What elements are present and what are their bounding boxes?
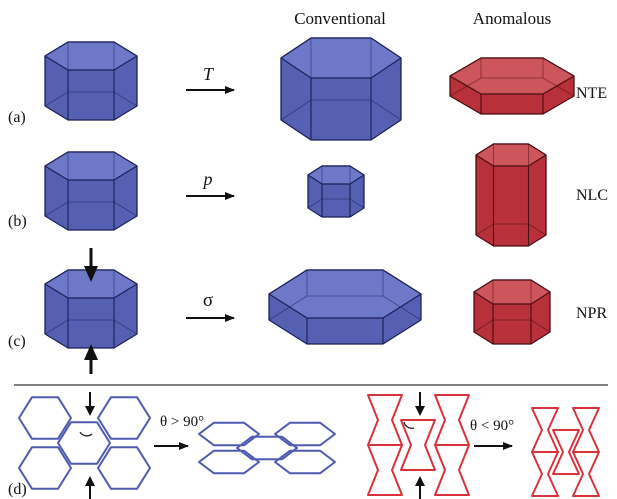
- honeycomb-cell: [274, 421, 336, 447]
- reentrant-cell: [434, 444, 470, 496]
- property-label-b: NLC: [576, 187, 608, 204]
- prism-b-anomalous: [475, 143, 547, 247]
- compression-arrow-top: [84, 248, 98, 282]
- angle-label-conventional: θ > 90°: [160, 414, 204, 430]
- reentrant-anomalous: [367, 394, 470, 496]
- prism-b-conventional: [307, 165, 365, 218]
- row-a-label: (a): [8, 109, 26, 126]
- force-arrow-down-right: [415, 392, 425, 416]
- header-anomalous: Anomalous: [473, 9, 551, 28]
- reentrant-compressed: [531, 407, 600, 497]
- reentrant-cell: [400, 419, 436, 471]
- prism-group: [44, 37, 575, 349]
- honeycomb-cell: [18, 396, 72, 440]
- stimulus-label-a: T: [203, 64, 215, 84]
- honeycomb-cell: [198, 449, 260, 475]
- property-label-a: NTE: [576, 85, 607, 102]
- reentrant-cell: [531, 451, 559, 497]
- row-d-label: (d): [8, 481, 27, 498]
- honeycomb-cell: [57, 421, 111, 465]
- honeycomb-cell: [198, 421, 260, 447]
- compression-arrow-bottom: [84, 344, 98, 374]
- row-c-label: (c): [8, 333, 26, 350]
- reentrant-cell: [572, 451, 600, 497]
- honeycomb-cell: [274, 449, 336, 475]
- prism-a-anomalous: [449, 57, 575, 115]
- reentrant-cell: [367, 394, 403, 446]
- row-b-label: (b): [8, 213, 27, 230]
- prism-b-initial: [44, 151, 138, 231]
- prism-c-initial: [44, 269, 138, 349]
- force-arrow-up-right: [415, 476, 425, 499]
- honeycomb-cell: [236, 435, 298, 461]
- reentrant-cell: [434, 394, 470, 446]
- reentrant-cell: [367, 444, 403, 496]
- force-arrow-down-left: [85, 392, 95, 416]
- reentrant-cell: [552, 429, 580, 475]
- honeycomb-conventional: [18, 396, 151, 490]
- stimulus-label-c: σ: [203, 290, 213, 311]
- prism-a-conventional: [280, 37, 402, 141]
- angle-marker-conventional: [79, 431, 93, 437]
- header-conventional: Conventional: [294, 9, 386, 28]
- force-arrow-up-left: [85, 476, 95, 499]
- prism-c-conventional: [268, 269, 422, 345]
- honeycomb-panel: [18, 392, 600, 499]
- prism-c-anomalous: [473, 279, 551, 345]
- property-label-c: NPR: [576, 305, 607, 322]
- prism-a-initial: [44, 41, 138, 121]
- angle-label-anomalous: θ < 90°: [470, 418, 514, 434]
- honeycomb-cell: [97, 446, 151, 490]
- honeycomb-cell: [18, 446, 72, 490]
- stimulus-label-b: p: [202, 169, 213, 189]
- honeycomb-cell: [97, 396, 151, 440]
- honeycomb-stretched: [198, 421, 336, 475]
- angle-marker-anomalous: [403, 421, 415, 429]
